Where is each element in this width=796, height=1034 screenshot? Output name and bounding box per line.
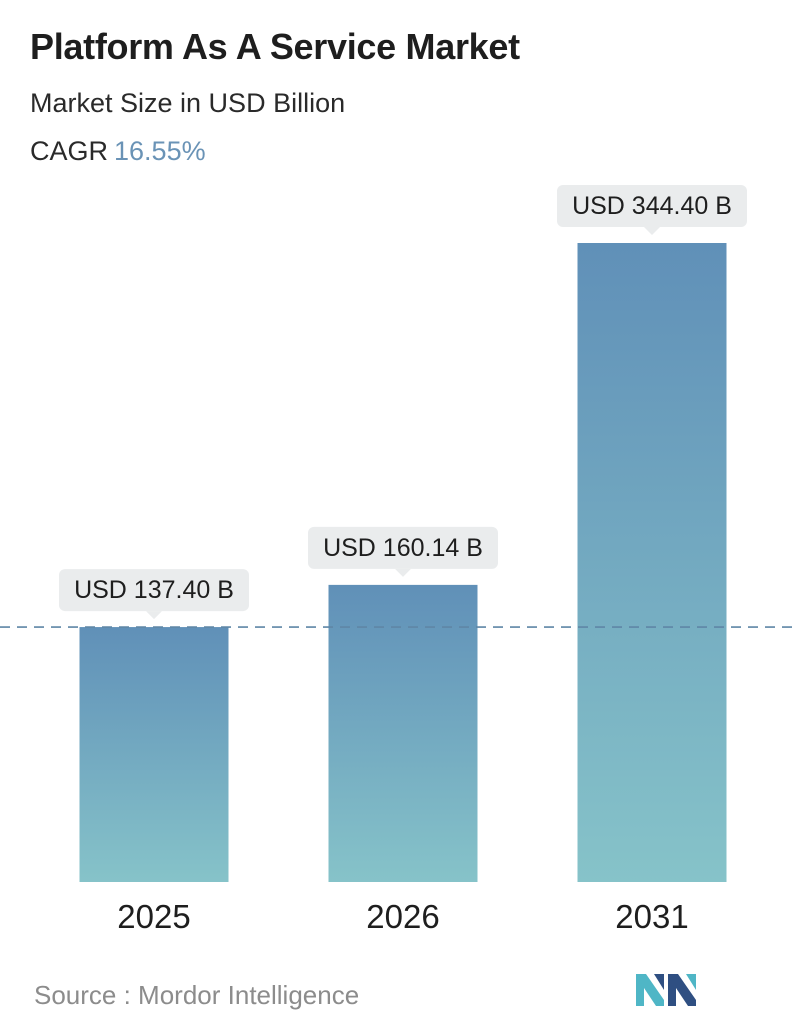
data-label-text: USD 344.40 B [572, 192, 732, 220]
x-tick-label-2031: 2031 [615, 898, 688, 935]
mordor-intelligence-logo-icon [636, 974, 696, 1006]
bar-2026 [328, 584, 478, 882]
chart-title: Platform As A Service Market [30, 26, 520, 67]
cagr-label: CAGR [30, 136, 109, 166]
bar-chart: USD 137.40 B 2025 USD 160.14 B 2026 USD 344.… [0, 185, 796, 935]
chart-subtitle: Market Size in USD Billion [30, 88, 346, 118]
data-label-2031: USD 344.40 B [557, 185, 747, 235]
data-label-2025: USD 137.40 B [59, 569, 249, 620]
data-label-2026: USD 160.14 B [308, 526, 498, 577]
cagr-value: 16.55% [114, 136, 206, 166]
data-label-text: USD 160.14 B [323, 534, 483, 562]
labels-layer: USD 137.40 B 2025 USD 160.14 B 2026 USD 344.… [59, 185, 747, 935]
data-label-text: USD 137.40 B [74, 576, 234, 604]
x-tick-label-2025: 2025 [117, 898, 190, 935]
x-tick-label-2026: 2026 [366, 898, 439, 935]
bars-layer [79, 243, 727, 882]
bar-2025 [79, 627, 229, 882]
cagr-line: CAGR 16.55% [30, 136, 206, 167]
bar-2031 [577, 243, 727, 882]
source-note: Source : Mordor Intelligence [34, 980, 360, 1010]
